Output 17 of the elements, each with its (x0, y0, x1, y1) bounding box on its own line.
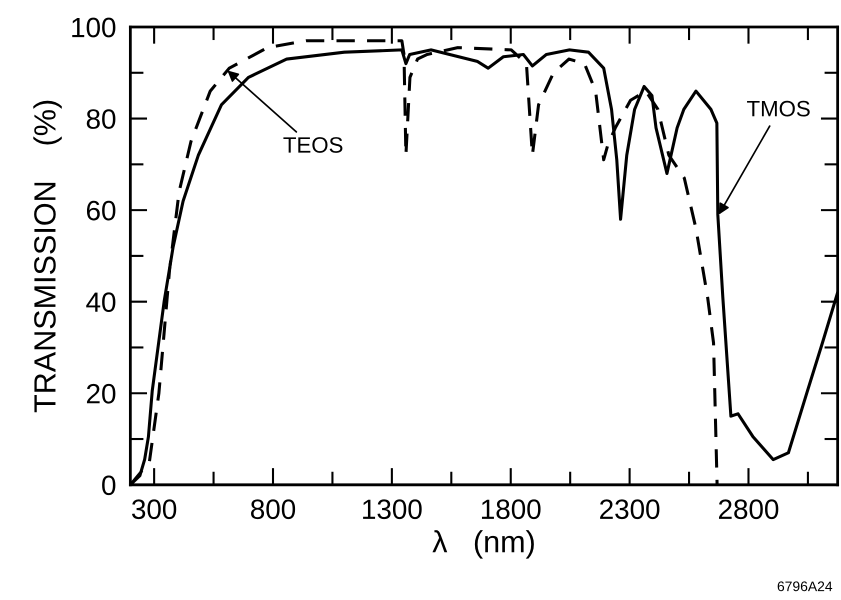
y-tick-label: 100 (72, 18, 116, 38)
x-axis-title: λ (nm) (432, 530, 534, 559)
y-tick-label: 40 (86, 292, 116, 312)
y-tick-label: 60 (86, 200, 116, 220)
y-tick-label: 0 (102, 475, 116, 496)
x-tick-label: 2300 (600, 499, 660, 520)
text: 6796A24 (778, 581, 832, 592)
x-tick-label: 1300 (363, 499, 422, 520)
x-tick-label: 800 (251, 499, 296, 520)
y-axis-title: TRANSMISSION (%) (33, 100, 62, 412)
annotation: TMOS (747, 100, 810, 116)
y-tick-label: 80 (86, 109, 116, 129)
x-tick-label: 2800 (718, 499, 778, 520)
y-tick-label: 20 (86, 384, 116, 404)
x-tick-label: 300 (132, 499, 176, 520)
annotation: TEOS (283, 137, 342, 153)
x-tick-label: 1800 (482, 499, 541, 520)
